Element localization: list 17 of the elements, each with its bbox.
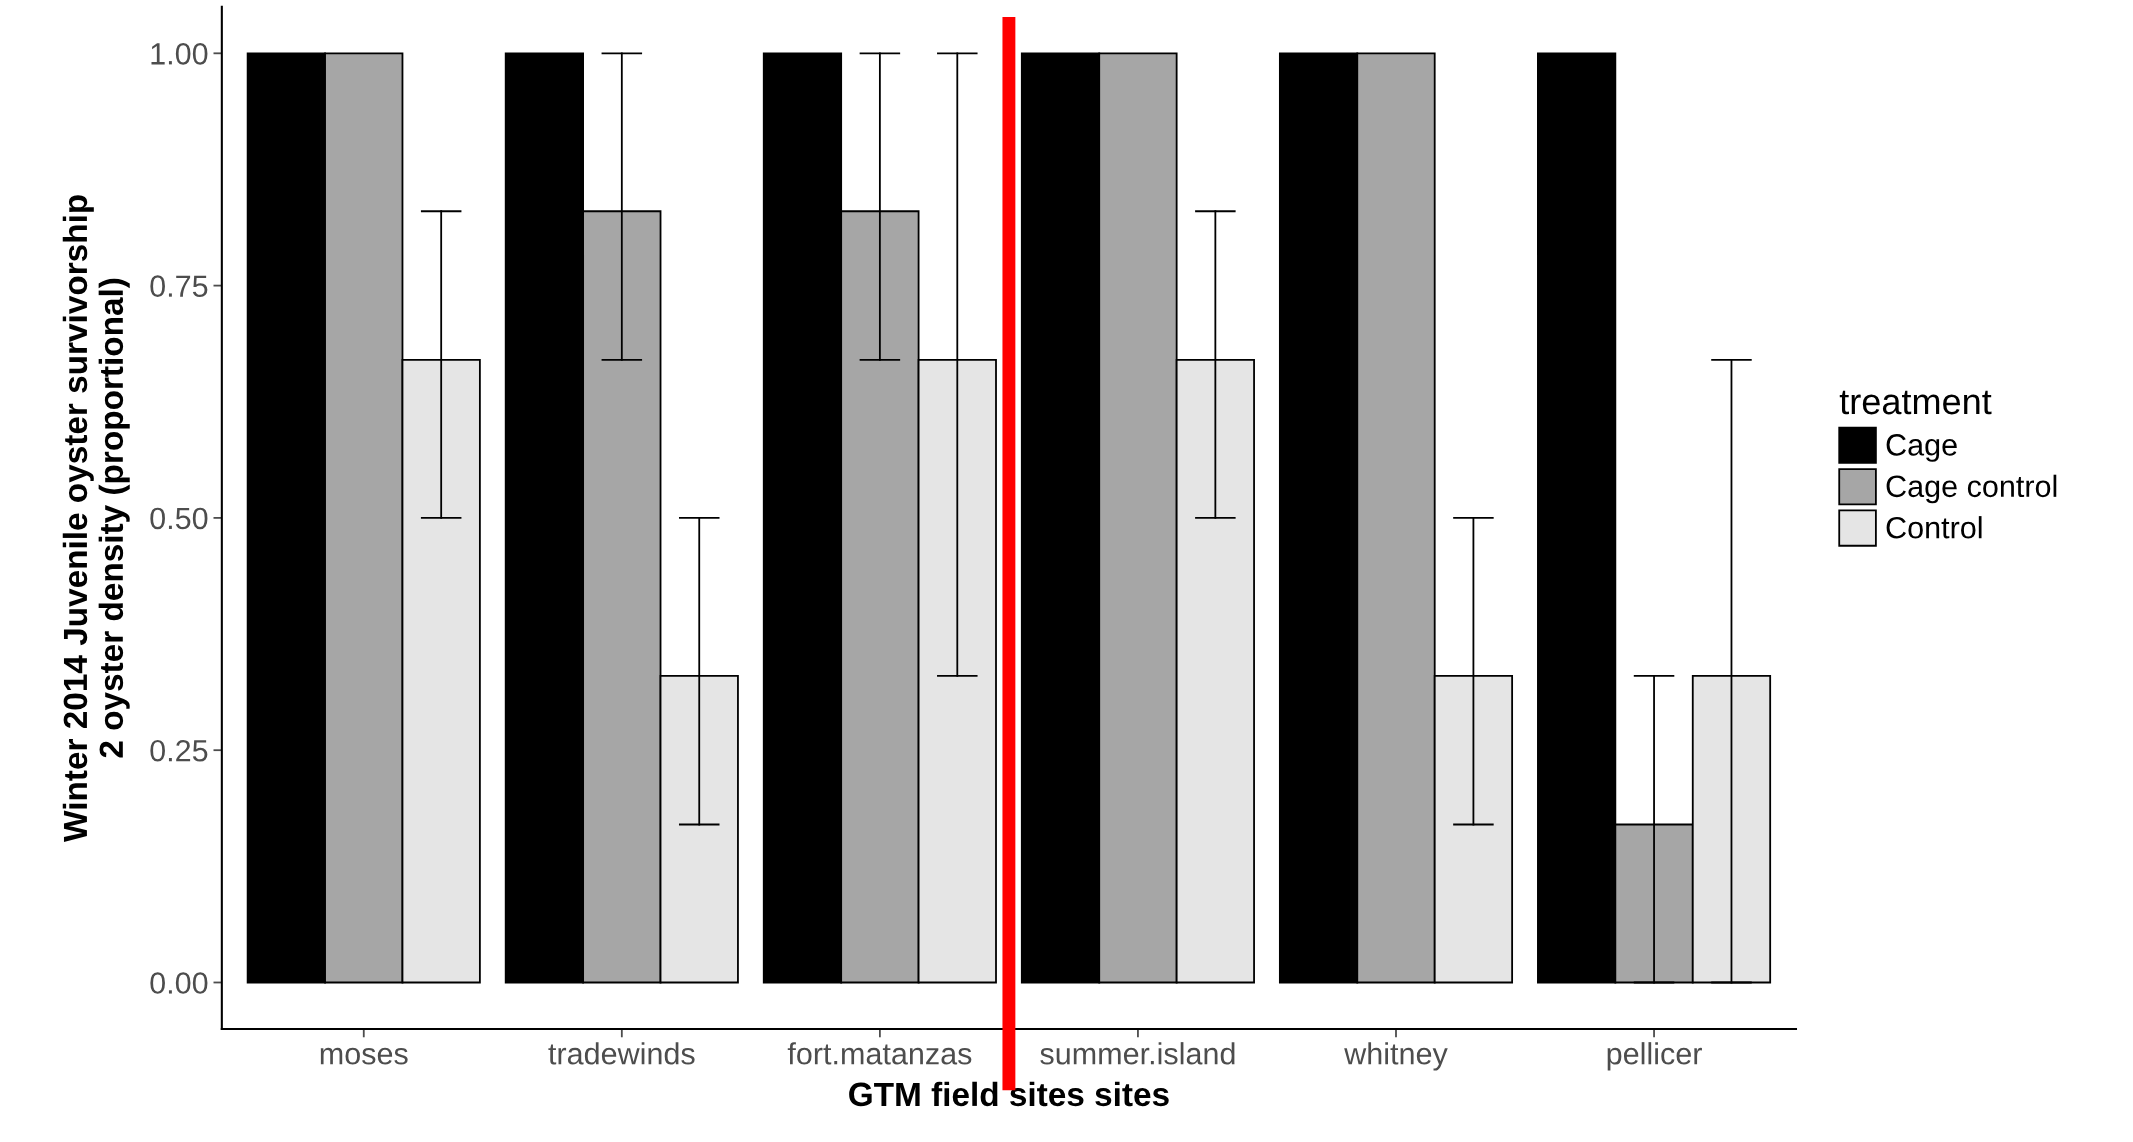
y-axis-title: Winter 2014 Juvenile oyster survivorship 2 oyster density (proportional) xyxy=(62,195,130,842)
x-tick-label: moses xyxy=(320,1047,408,1065)
y-tick-label: 0.75 xyxy=(150,275,208,297)
legend-label: Control xyxy=(1886,516,1982,539)
y-tick-label: 1.00 xyxy=(151,43,208,65)
y-tick-label: 0.50 xyxy=(150,507,208,530)
y-tick-label: 0.25 xyxy=(150,739,208,762)
x-tick-label: summer.island xyxy=(1040,1042,1235,1065)
x-tick-label: whitney xyxy=(1344,1042,1448,1071)
legend-label: Cage xyxy=(1886,434,1957,462)
x-tick-label: tradewinds xyxy=(548,1042,695,1065)
legend-title: treatment xyxy=(1839,390,1992,415)
x-tick-label: pellicer xyxy=(1607,1042,1702,1071)
legend-label: Cage control xyxy=(1886,474,2057,504)
x-tick-label: fort.matanzas xyxy=(787,1042,972,1065)
x-axis-title: GTM field sites sites xyxy=(849,1081,1169,1107)
y-tick-label: 0.00 xyxy=(150,972,208,994)
